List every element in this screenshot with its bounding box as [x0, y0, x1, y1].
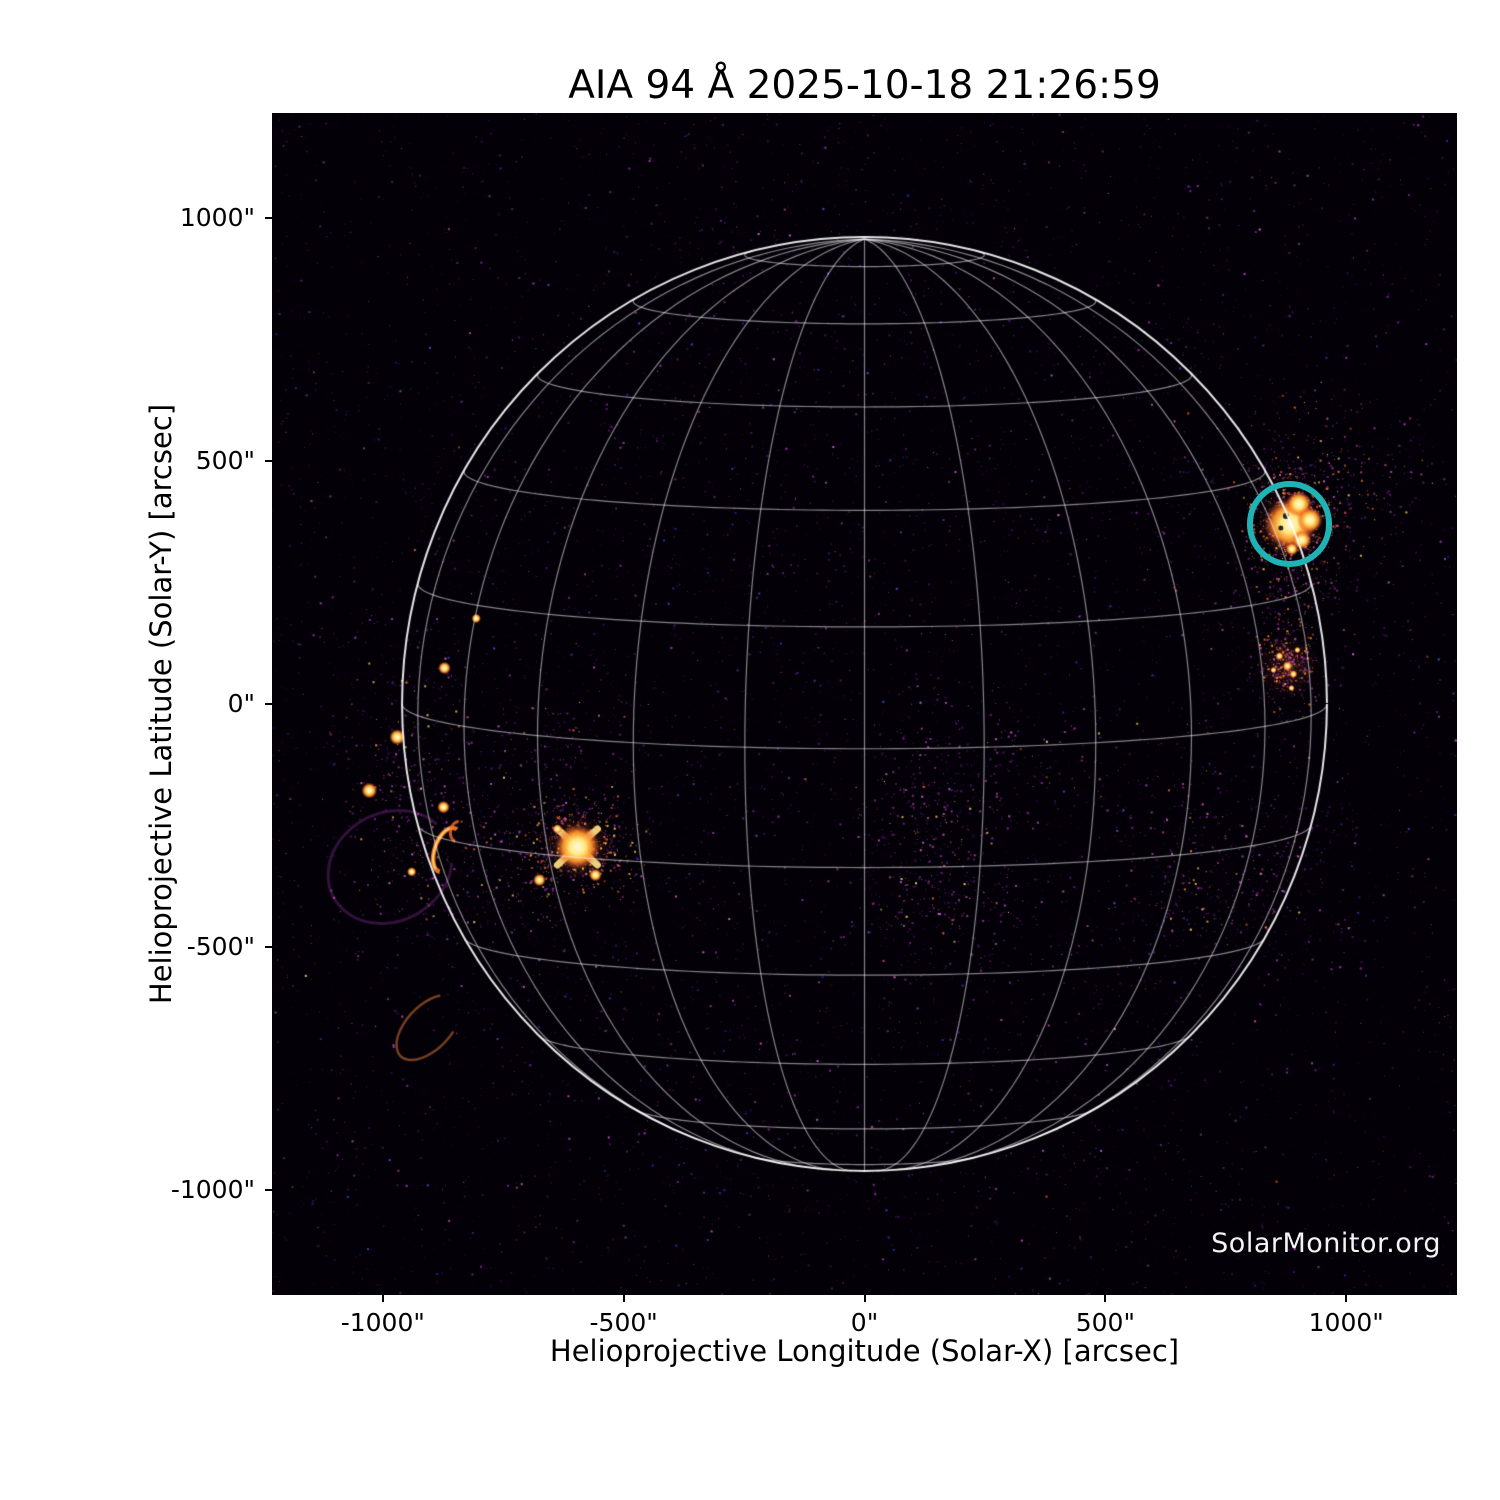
x-tick-mark: [381, 1295, 384, 1302]
x-tick-label: -500": [589, 1308, 658, 1337]
y-tick-mark: [265, 459, 272, 462]
chart-title: AIA 94 Å 2025-10-18 21:26:59: [568, 63, 1161, 108]
y-tick-label: 500": [195, 445, 255, 475]
y-tick-mark: [265, 703, 272, 705]
x-tick-label: 1000": [1308, 1308, 1384, 1337]
y-tick-mark: [265, 1189, 272, 1192]
x-tick-label: -1000": [340, 1308, 425, 1337]
plot-area: SolarMonitor.org: [272, 113, 1457, 1295]
x-tick-mark: [863, 1295, 866, 1302]
x-tick-mark: [1104, 1295, 1107, 1302]
x-tick-label: 500": [1075, 1308, 1135, 1337]
solar-image-canvas: [272, 113, 1457, 1295]
x-tick-label: 0": [850, 1308, 879, 1337]
x-tick-mark: [622, 1295, 625, 1302]
y-tick-label: 0": [227, 689, 255, 718]
y-tick-mark: [265, 946, 272, 949]
x-axis-label: Helioprojective Longitude (Solar-X) [arc…: [549, 1334, 1180, 1368]
y-tick-label: -1000": [170, 1175, 255, 1205]
y-tick-mark: [265, 216, 272, 219]
watermark-text: SolarMonitor.org: [1211, 1228, 1441, 1259]
x-tick-mark: [1345, 1295, 1348, 1302]
y-tick-label: 1000": [179, 202, 255, 232]
y-tick-label: -500": [186, 932, 255, 962]
flare-marker-circle: [1247, 481, 1333, 567]
